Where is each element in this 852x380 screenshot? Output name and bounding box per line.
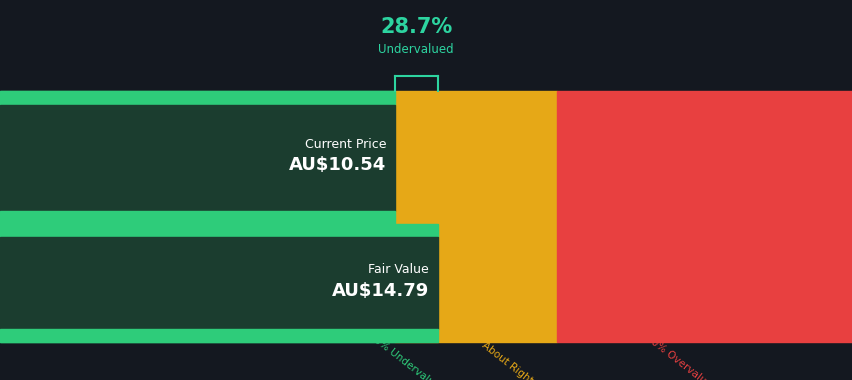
Bar: [0, 211, 394, 224]
Text: AU$10.54: AU$10.54: [289, 156, 386, 174]
Text: 20% Undervalued: 20% Undervalued: [366, 330, 446, 380]
Bar: [394, 91, 556, 342]
Bar: [0, 105, 394, 211]
Bar: [0, 91, 394, 342]
Text: 20% Overvalued: 20% Overvalued: [643, 332, 717, 380]
Text: Current Price: Current Price: [304, 138, 386, 151]
Bar: [0, 224, 437, 238]
Bar: [0, 238, 437, 329]
Text: Fair Value: Fair Value: [368, 263, 429, 276]
Text: 28.7%: 28.7%: [380, 17, 452, 36]
Bar: [0, 91, 394, 105]
Text: Undervalued: Undervalued: [378, 43, 453, 56]
Text: About Right: About Right: [480, 340, 534, 380]
Bar: [556, 91, 852, 342]
Bar: [0, 329, 437, 342]
Text: AU$14.79: AU$14.79: [331, 282, 429, 300]
